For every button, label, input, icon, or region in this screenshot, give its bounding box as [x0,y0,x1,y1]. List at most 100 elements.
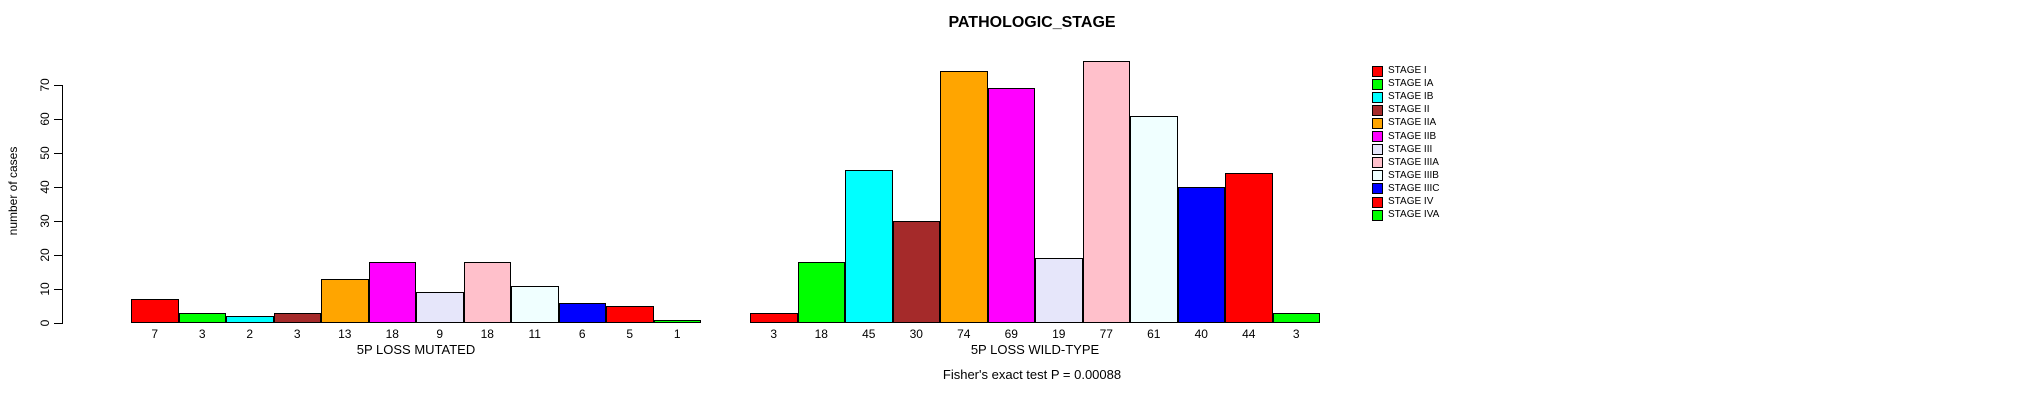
bar-value-label: 44 [1242,327,1256,341]
legend-item: STAGE IA [1372,78,1433,90]
y-tick-label: 70 [38,78,52,92]
bar-value-label: 30 [909,327,923,341]
legend-item: STAGE IVA [1372,209,1439,221]
bar-value-label: 3 [198,327,206,341]
y-axis-label: number of cases [6,146,20,236]
bar [273,313,321,323]
legend-item: STAGE I [1372,65,1427,77]
x-axis-label-wildtype: 5P LOSS WILD-TYPE [970,342,1100,357]
y-tick [54,289,62,290]
y-tick [54,85,62,86]
bar-value-label: 5 [626,327,634,341]
legend-label: STAGE I [1388,65,1427,76]
bar-value-label: 77 [1099,327,1113,341]
bar-value-label: 3 [1292,327,1300,341]
legend-swatch [1372,104,1383,116]
legend-swatch [1372,157,1383,169]
legend-item: STAGE IB [1372,91,1433,103]
bar-value-label: 3 [293,327,301,341]
y-tick-label: 60 [38,112,52,126]
bar-value-label: 61 [1147,327,1161,341]
legend-label: STAGE II [1388,104,1430,116]
y-tick [54,153,62,154]
legend-swatch [1372,65,1383,77]
legend-swatch [1372,78,1383,90]
bar [1272,313,1320,323]
legend-item: STAGE IIIC [1372,183,1440,195]
legend-item: STAGE III [1372,144,1432,156]
bar-value-label: 19 [1052,327,1066,341]
legend-item: STAGE II [1372,104,1430,116]
bar [797,262,845,323]
legend-label: STAGE IIIC [1388,182,1440,194]
bar-value-label: 18 [480,327,494,341]
legend-label: STAGE IV [1388,196,1434,207]
legend-label: STAGE IVA [1388,209,1440,221]
x-axis-label-mutated: 5P LOSS MUTATED [356,342,476,357]
legend-swatch [1372,196,1383,208]
bar [750,313,798,323]
legend-swatch [1372,91,1383,103]
bar-value-label: 2 [246,327,254,341]
y-tick-label: 40 [38,180,52,194]
fisher-test-annotation: Fisher's exact test P = 0.00088 [942,367,1122,382]
bar [416,292,464,323]
bar [131,299,179,323]
bar [368,262,416,323]
chart-title: PATHOLOGIC_STAGE [948,14,1116,31]
legend-label: STAGE III [1388,143,1433,155]
bar [321,279,369,323]
y-tick [54,323,62,324]
y-tick-label: 50 [38,146,52,160]
legend-label: STAGE IB [1388,91,1434,103]
bar [511,286,559,323]
bar-value-label: 11 [528,327,541,341]
legend-item: STAGE IIIA [1372,157,1439,169]
legend-label: STAGE IA [1388,78,1434,90]
bar-value-label: 6 [578,327,586,341]
bar-value-label: 45 [862,327,876,341]
y-tick-label: 0 [38,319,52,327]
bar [1177,187,1225,323]
bar [940,71,988,323]
bar-value-label: 69 [1004,327,1018,341]
legend-label: STAGE IIIA [1388,156,1439,168]
legend-item: STAGE IIB [1372,131,1436,143]
y-tick-label: 30 [38,214,52,228]
y-tick-label: 20 [38,248,52,262]
bar [1130,116,1178,323]
legend-label: STAGE IIIB [1388,169,1439,181]
bar-value-label: 1 [673,327,681,341]
legend-swatch [1372,170,1383,182]
bar-value-label: 7 [151,327,159,341]
bar [1035,258,1083,323]
bar [1082,61,1130,323]
bar [606,306,654,323]
bar [1225,173,1273,323]
y-axis [62,85,63,324]
bar [845,170,893,323]
bar-value-label: 18 [814,327,828,341]
legend-item: STAGE IIA [1372,117,1436,129]
bar [226,316,274,323]
bar [178,313,226,323]
legend-swatch [1372,144,1383,156]
legend-label: STAGE IIB [1388,130,1437,142]
legend-item: STAGE IV [1372,196,1433,208]
bar-value-label: 18 [385,327,399,341]
y-tick [54,187,62,188]
bar-value-label: 13 [338,327,352,341]
legend-swatch [1372,117,1383,129]
bar-value-label: 40 [1194,327,1208,341]
legend-label: STAGE IIA [1388,117,1437,129]
y-tick [54,119,62,120]
bar [987,88,1035,323]
y-tick [54,255,62,256]
bar [892,221,940,323]
bar [653,320,701,323]
y-tick [54,221,62,222]
legend-item: STAGE IIIB [1372,170,1439,182]
bar-value-label: 74 [957,327,971,341]
bar [558,303,606,323]
